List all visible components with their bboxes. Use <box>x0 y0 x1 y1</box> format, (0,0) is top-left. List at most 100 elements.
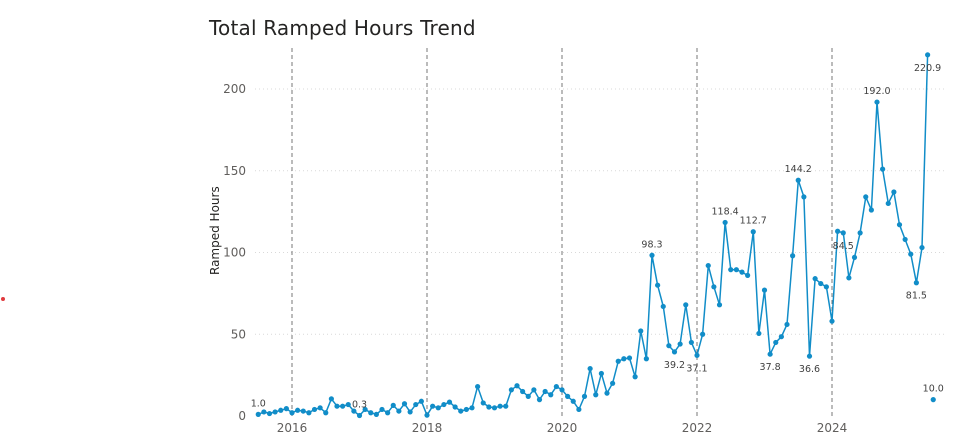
data-point <box>413 401 419 408</box>
data-point <box>593 392 599 398</box>
data-point <box>525 393 531 399</box>
y-tick-label: 150 <box>223 164 246 178</box>
data-point <box>480 400 486 406</box>
data-point <box>801 194 807 200</box>
data-label: 98.3 <box>641 239 662 250</box>
data-point <box>778 334 784 340</box>
data-label: 39.2 <box>664 360 685 371</box>
data-point <box>536 397 543 403</box>
data-point <box>863 194 869 200</box>
data-point <box>328 396 334 402</box>
data-label: 10.0 <box>923 384 944 395</box>
data-point <box>435 405 441 411</box>
data-point <box>694 352 700 358</box>
data-point <box>643 356 649 362</box>
data-point <box>497 403 503 409</box>
data-point <box>621 356 627 362</box>
data-point <box>925 52 931 58</box>
data-label: 37.8 <box>760 362 781 373</box>
data-point <box>581 393 588 399</box>
data-point <box>666 343 672 349</box>
data-point <box>908 251 914 257</box>
data-point <box>475 383 481 390</box>
x-tick-label: 2020 <box>547 421 578 435</box>
data-point <box>362 406 368 413</box>
data-label: 1.0 <box>251 398 266 409</box>
data-point <box>823 284 829 290</box>
data-point <box>896 222 903 228</box>
data-point <box>441 401 447 408</box>
data-point <box>311 406 318 413</box>
data-point <box>700 331 706 337</box>
data-point <box>745 272 751 278</box>
data-point <box>396 408 402 414</box>
data-point <box>576 406 582 413</box>
data-point <box>446 399 453 405</box>
data-point <box>295 407 301 413</box>
data-point <box>379 406 385 413</box>
data-point <box>565 393 571 399</box>
data-point <box>756 330 762 337</box>
data-point <box>818 280 824 287</box>
data-point <box>272 409 278 415</box>
data-point <box>531 387 537 393</box>
data-point <box>587 365 593 372</box>
y-tick-label: 50 <box>231 327 246 341</box>
status-dot <box>1 297 5 301</box>
data-point <box>345 401 351 408</box>
data-point <box>452 404 458 410</box>
data-point <box>913 280 919 286</box>
data-point <box>806 353 813 359</box>
data-point <box>458 408 464 414</box>
data-label: 220.9 <box>914 63 941 74</box>
data-point <box>790 253 796 259</box>
x-tick-label: 2022 <box>682 421 713 435</box>
x-tick-label: 2024 <box>817 421 848 435</box>
data-point <box>784 321 790 328</box>
data-point <box>351 408 357 414</box>
x-tick-label: 2016 <box>277 421 308 435</box>
data-point <box>570 398 576 404</box>
data-point <box>598 370 604 377</box>
data-point <box>503 403 509 409</box>
data-point <box>891 189 897 195</box>
data-point <box>638 328 644 334</box>
data-point <box>739 269 745 275</box>
data-point <box>401 401 408 407</box>
data-point <box>283 406 289 412</box>
data-point <box>671 349 678 355</box>
data-point <box>767 351 773 357</box>
data-point <box>542 388 548 395</box>
data-label: 81.5 <box>906 291 927 302</box>
data-point <box>289 410 295 416</box>
data-point <box>761 287 768 293</box>
data-point <box>469 405 475 411</box>
data-point <box>508 387 514 393</box>
data-point <box>733 267 739 273</box>
data-point <box>385 410 391 416</box>
data-point <box>300 408 306 414</box>
data-point <box>418 398 424 404</box>
data-point <box>728 267 734 273</box>
data-point <box>840 230 846 236</box>
data-point <box>722 219 728 226</box>
data-point <box>919 244 925 251</box>
data-point <box>660 303 666 310</box>
data-point <box>317 405 323 411</box>
data-point <box>430 403 436 409</box>
data-point <box>306 410 312 416</box>
data-point <box>688 339 694 346</box>
data-point <box>857 230 863 236</box>
data-point <box>261 409 267 415</box>
data-point <box>278 407 284 413</box>
data-label: 37.1 <box>686 363 707 374</box>
data-point <box>491 405 498 411</box>
data-point <box>520 388 526 395</box>
data-point <box>604 390 610 396</box>
data-point <box>711 284 717 290</box>
data-point <box>812 276 818 282</box>
data-point <box>610 380 616 386</box>
y-tick-label: 0 <box>238 409 246 423</box>
data-point <box>486 404 492 410</box>
data-point <box>649 252 655 258</box>
